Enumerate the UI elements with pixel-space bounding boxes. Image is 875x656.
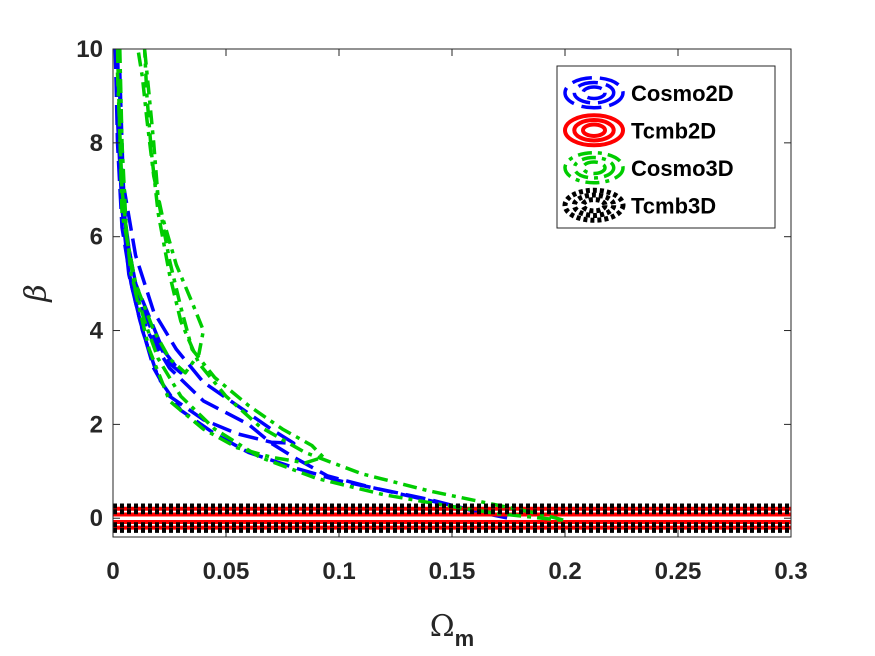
y-tick-label: 4 [90, 318, 104, 345]
x-axis-label: Ωm [430, 609, 474, 651]
legend-swatch-ring-3 [581, 160, 607, 176]
legend-item-tcmb3d: Tcmb3D [562, 187, 716, 223]
ticks-layer: 0 0.05 0.1 0.15 0.2 0.25 0.3 0 2 4 6 8 10 [76, 36, 807, 585]
x-tick-label: 0.05 [203, 558, 250, 585]
legend-swatch [563, 113, 625, 148]
legend-swatch-ring-3 [580, 122, 608, 138]
legend-swatch-ring-2 [572, 80, 616, 105]
legend-label: Tcmb3D [631, 193, 716, 218]
y-tick-label: 10 [76, 36, 103, 63]
series-tcmb2d [113, 506, 791, 530]
x-tick-label: 0 [106, 558, 119, 585]
x-tick-label: 0.3 [774, 558, 807, 585]
y-axis-label: β [19, 284, 54, 302]
legend-swatch-ring-1 [562, 187, 626, 223]
legend-item-tcmb2d: Tcmb2D [563, 113, 716, 148]
legend-label: Cosmo3D [631, 156, 734, 181]
legend-swatch-ring-3 [581, 85, 607, 101]
contour-cosmo2d-3 [115, 119, 296, 445]
y-tick-label: 6 [90, 224, 103, 251]
series-layer [113, 49, 791, 533]
legend-swatch [563, 151, 625, 185]
legend-swatch-ring-2 [572, 155, 616, 180]
legend-swatch [563, 76, 625, 110]
legend-swatch-ring-1 [563, 113, 625, 148]
legend: Cosmo2D Tcmb2D Cosmo3D Tcmb3D [556, 65, 776, 229]
legend-swatch-ring-1 [563, 151, 625, 185]
legend-item-cosmo2d: Cosmo2D [563, 76, 734, 110]
x-tick-label: 0.15 [429, 558, 476, 585]
contour-cosmo3d-2 [118, 49, 325, 465]
y-tick-label: 0 [90, 505, 103, 532]
legend-swatch-ring-2 [571, 192, 617, 218]
legend-swatch [562, 187, 626, 223]
series-cosmo3d [115, 49, 567, 523]
y-tick-label: 2 [90, 411, 103, 438]
x-tick-label: 0.2 [548, 558, 581, 585]
x-tick-label: 0.25 [655, 558, 702, 585]
legend-swatch-ring-1 [563, 76, 625, 110]
x-axis-label-subscript: m [455, 626, 475, 651]
legend-label: Tcmb2D [631, 118, 716, 143]
x-tick-label: 0.1 [322, 558, 355, 585]
legend-swatch-ring-2 [572, 118, 616, 143]
legend-label: Cosmo2D [631, 81, 734, 106]
legend-item-cosmo3d: Cosmo3D [563, 151, 734, 185]
contour-cosmo3d-3 [115, 49, 567, 523]
x-axis-label-main: Ω [430, 609, 455, 644]
y-tick-label: 8 [90, 130, 103, 157]
contour-cosmo3d-1 [115, 49, 206, 375]
legend-swatch-ring-3 [580, 197, 608, 214]
